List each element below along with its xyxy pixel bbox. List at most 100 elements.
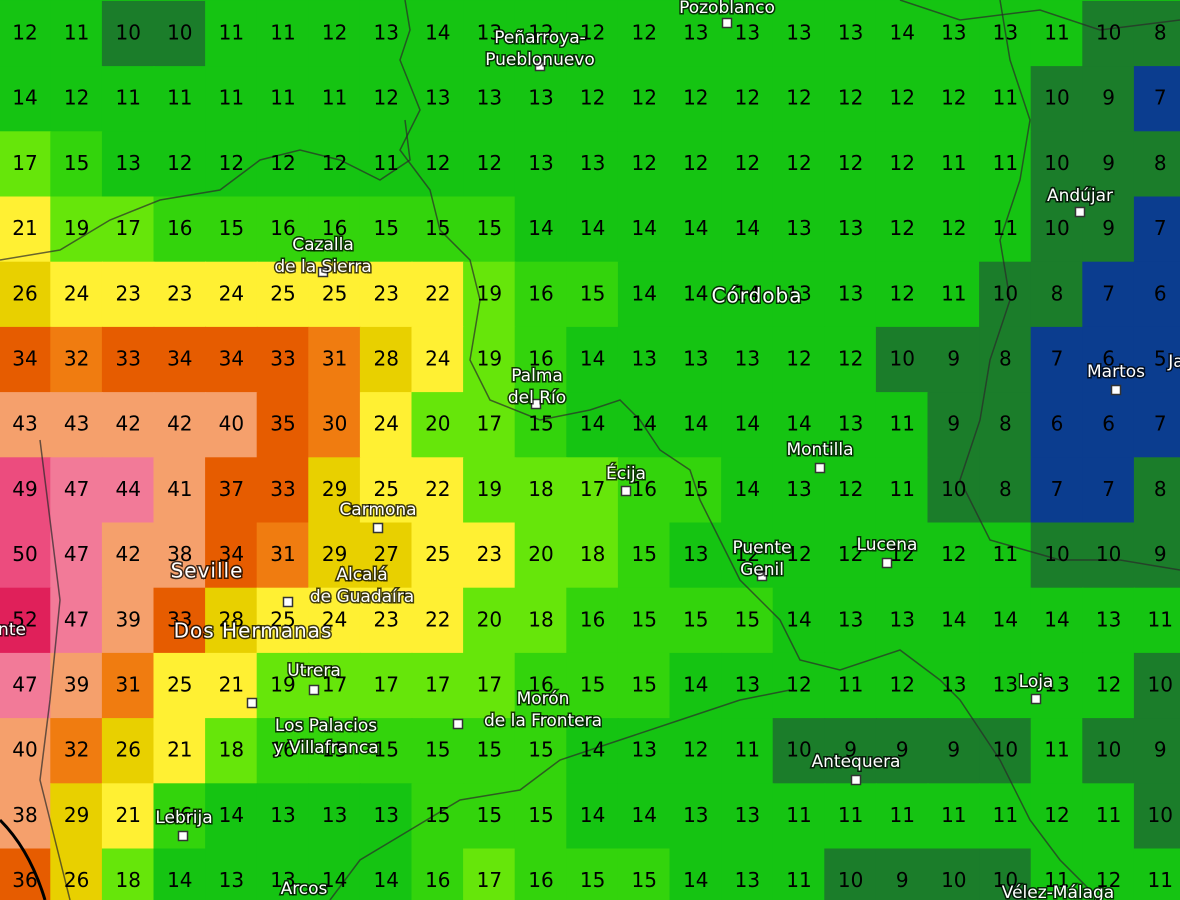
cell [617, 66, 671, 133]
cell [101, 848, 155, 900]
place-name: Loja [1019, 672, 1054, 692]
cell [463, 718, 516, 785]
cell [411, 0, 465, 68]
value-label: 13 [838, 216, 863, 240]
value-label: 7 [1051, 347, 1064, 371]
value-label: 25 [270, 281, 295, 305]
place-marker [1030, 693, 1042, 705]
cell [0, 392, 52, 459]
value-label: 12 [631, 21, 656, 45]
value-label: 13 [838, 412, 863, 436]
cell [256, 196, 310, 263]
cell [875, 457, 929, 524]
value-label: 6 [1102, 412, 1115, 436]
value-label: 12 [889, 151, 914, 175]
value-label: 14 [889, 21, 914, 45]
value-label: 49 [12, 477, 37, 501]
cell [256, 261, 310, 328]
value-label: 10 [1044, 216, 1069, 240]
value-label: 15 [322, 738, 347, 762]
value-label: 7 [1051, 477, 1064, 501]
place-name: Pueblonuevo [485, 50, 595, 70]
value-label: 6 [1051, 412, 1064, 436]
value-label: 5 [1154, 347, 1167, 371]
cell [721, 392, 774, 459]
place-marker [530, 398, 542, 410]
cell [566, 131, 619, 198]
cell [566, 848, 619, 900]
value-label: 23 [115, 281, 140, 305]
cell [824, 392, 877, 459]
value-label: 13 [786, 21, 811, 45]
value-label: 13 [786, 216, 811, 240]
place-name: Córdoba [712, 284, 803, 308]
value-label: 13 [735, 673, 760, 697]
value-label: 14 [993, 607, 1018, 631]
value-label: 33 [167, 607, 192, 631]
place-name: Martos [1087, 362, 1145, 382]
value-label: 17 [425, 673, 450, 697]
border [39, 439, 71, 900]
value-label: 14 [167, 868, 192, 892]
place-name: Dos Hermanas [174, 619, 333, 643]
cell [1133, 261, 1180, 328]
value-label: 15 [425, 738, 450, 762]
cell [50, 587, 103, 654]
value-label: 12 [786, 151, 811, 175]
value-label: 13 [1096, 607, 1121, 631]
cell [308, 196, 361, 263]
cell [153, 522, 207, 589]
value-label: 6 [1154, 281, 1167, 305]
cell [514, 261, 568, 328]
value-label: 10 [1096, 738, 1121, 762]
value-label: 12 [838, 477, 863, 501]
value-label: 12 [889, 673, 914, 697]
cell [205, 783, 258, 850]
cell [308, 0, 361, 68]
value-label: 16 [322, 216, 347, 240]
value-label: 15 [373, 738, 398, 762]
cell [772, 783, 826, 850]
value-label: 13 [219, 868, 244, 892]
cell [772, 326, 826, 394]
value-label: 47 [64, 477, 89, 501]
place-marker [177, 830, 189, 842]
value-label: 31 [322, 347, 347, 371]
cell [514, 718, 568, 785]
value-label: 13 [786, 477, 811, 501]
cell [979, 783, 1032, 850]
cell [1030, 261, 1084, 328]
value-label: 40 [219, 412, 244, 436]
value-label: 20 [477, 607, 502, 631]
cell [772, 196, 826, 263]
cell [979, 587, 1032, 654]
value-label: 19 [477, 477, 502, 501]
value-label: 10 [115, 21, 140, 45]
value-label: 9 [947, 347, 960, 371]
value-label: 33 [270, 477, 295, 501]
value-label: 37 [219, 477, 244, 501]
cell [669, 652, 723, 720]
value-label: 10 [993, 738, 1018, 762]
cell [721, 196, 774, 263]
cell [927, 718, 981, 785]
cell [308, 326, 361, 394]
value-label: 12 [580, 86, 605, 110]
cell [1030, 522, 1084, 589]
value-label: 12 [889, 86, 914, 110]
value-label: 28 [373, 347, 398, 371]
value-label: 12 [838, 151, 863, 175]
value-label: 10 [941, 868, 966, 892]
cell [308, 718, 361, 785]
value-label: 11 [270, 86, 295, 110]
place-marker [1110, 384, 1122, 396]
cell [824, 522, 877, 589]
value-label: 11 [993, 86, 1018, 110]
value-label: 12 [786, 347, 811, 371]
cell [1133, 587, 1180, 654]
cell [101, 131, 155, 198]
value-label: 11 [167, 86, 192, 110]
value-label: 14 [373, 868, 398, 892]
border [0, 119, 411, 261]
value-label: 12 [528, 21, 553, 45]
